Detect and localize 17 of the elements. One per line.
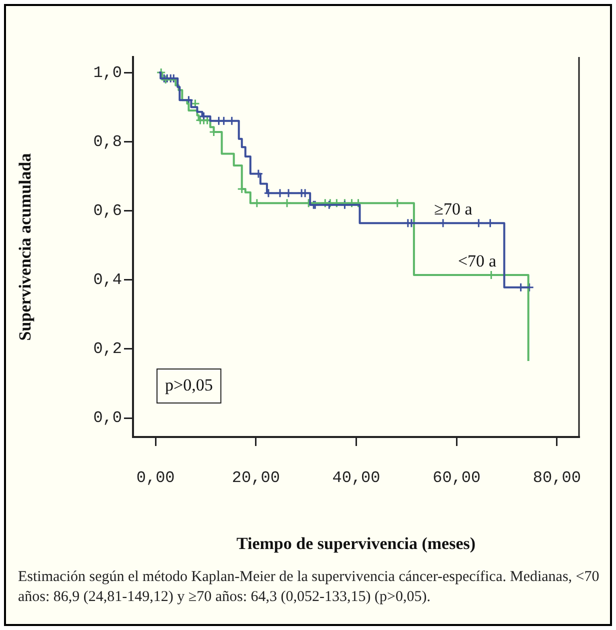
y-tick-label: 0,6	[93, 202, 122, 220]
x-axis-title: Tiempo de supervivencia (meses)	[236, 534, 476, 554]
y-tick-label: 0,8	[93, 132, 122, 151]
y-tick-label: 0,4	[93, 271, 122, 290]
series-label: ≥70 a	[434, 200, 473, 219]
annotation: p>0,05	[165, 375, 213, 394]
y-tick-label: 0,0	[93, 409, 122, 428]
y-tick-label: 1,0	[93, 64, 122, 82]
x-tick-label: 80,00	[532, 468, 581, 487]
series-label: <70 a	[458, 251, 497, 270]
x-tick-label: 20,00	[232, 468, 280, 487]
x-tick-label: 0,00	[136, 468, 175, 487]
x-tick-label: 40,00	[332, 468, 380, 487]
text: Estimación según el método Kaplan-Meier de la supervivencia cáncer-específica. Medianas, <70 años: 86,9 (24,81-149,12) y ≥70 años: 64,3 (0,052-133,15) (p>0,05).	[18, 568, 600, 607]
y-tick-label: 0,2	[93, 340, 122, 358]
y-axis-title: Supervivencia acumulada	[16, 152, 35, 341]
x-tick-label: 60,00	[432, 468, 481, 487]
